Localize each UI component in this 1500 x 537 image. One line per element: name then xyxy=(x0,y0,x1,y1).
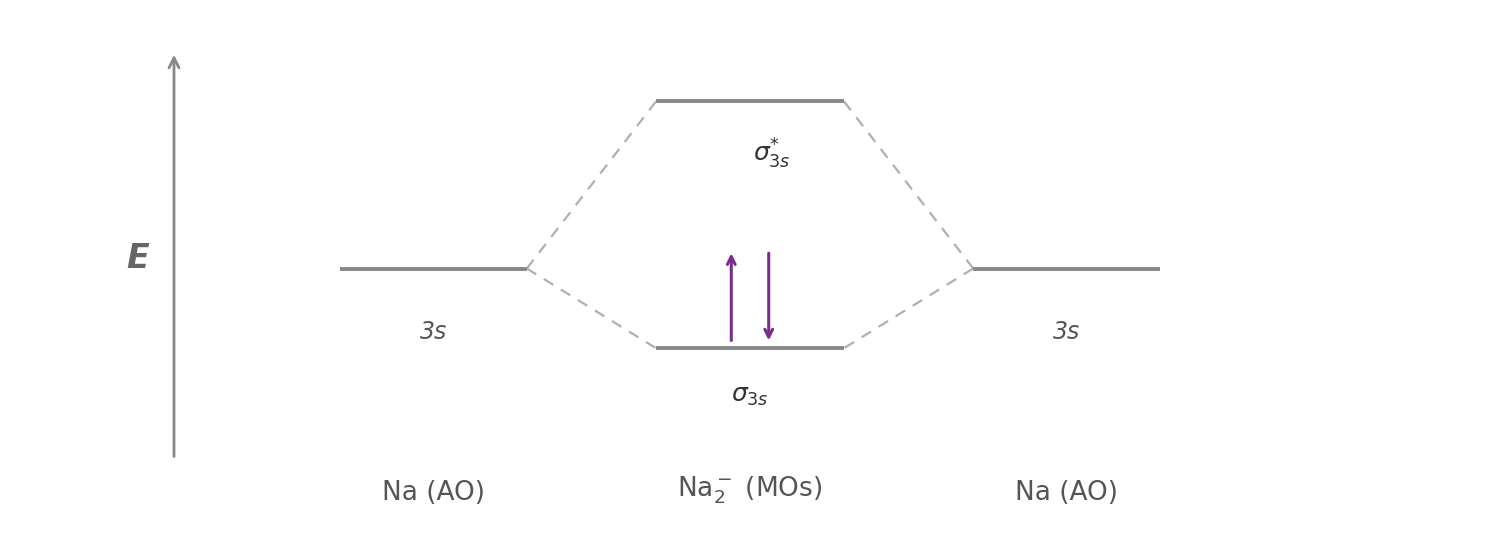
Text: Na (AO): Na (AO) xyxy=(1016,480,1119,506)
Text: Na$_2^-$ (MOs): Na$_2^-$ (MOs) xyxy=(678,474,822,506)
Text: 3s: 3s xyxy=(420,320,447,344)
Text: E: E xyxy=(126,242,150,275)
Text: $\sigma_{3s}$: $\sigma_{3s}$ xyxy=(730,384,770,409)
Text: 3s: 3s xyxy=(1053,320,1080,344)
Text: $\sigma_{3s}^{*}$: $\sigma_{3s}^{*}$ xyxy=(753,137,790,171)
Text: Na (AO): Na (AO) xyxy=(381,480,484,506)
